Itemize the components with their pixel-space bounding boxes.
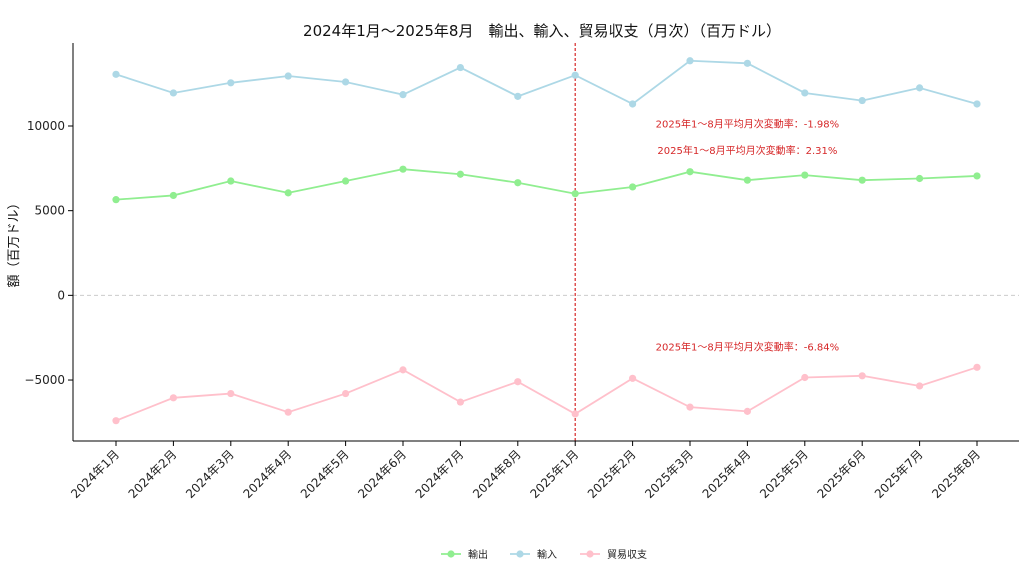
legend-marker [586,550,594,558]
annotation: 2025年1～8月平均月次変動率：-6.84% [656,340,840,353]
x-tick-label: 2024年1月 [68,447,122,501]
x-tick-label: 2025年5月 [757,447,811,501]
annotation: 2025年1～8月平均月次変動率：2.31% [657,144,837,157]
legend-item-1: 輸入 [510,548,557,561]
data-point [743,407,752,415]
annotation: 2025年1～8月平均月次変動率：-1.98% [656,118,840,131]
series-line [115,366,978,422]
y-axis-label: 額（百万ドル） [7,196,22,287]
data-point [743,59,752,67]
data-point [801,373,809,382]
data-point [227,389,235,398]
series-group [112,57,981,425]
series-1 [112,57,981,108]
series-2 [112,363,981,425]
data-point [284,72,292,80]
y-tick-label: 10000 [27,119,65,133]
data-point [916,84,924,92]
x-tick-label: 2025年2月 [585,447,639,501]
data-point [169,191,177,200]
data-point [801,171,809,179]
data-point [342,177,350,185]
data-point [399,91,407,99]
x-tick-label: 2025年3月 [642,447,696,501]
data-point [284,408,292,416]
data-point [456,170,464,178]
data-point [743,176,752,184]
x-tick-label: 2025年7月 [872,447,926,501]
data-point [227,79,235,87]
chart-title: 2024年1月～2025年8月 輸出、輸入、貿易収支（月次）（百万ドル） [303,22,781,40]
x-tick-label: 2024年8月 [470,447,524,501]
x-tick-label: 2024年2月 [126,447,180,501]
legend-marker [447,550,455,558]
x-tick-label: 2024年5月 [298,447,352,501]
x-tick-label: 2025年6月 [814,447,868,501]
data-point [973,363,981,371]
data-point [629,183,637,191]
data-point [284,189,292,197]
x-tick-label: 2024年4月 [240,447,294,501]
data-point [112,70,120,78]
data-point [112,196,120,204]
legend-marker [516,550,524,558]
x-tick-label: 2024年6月 [355,447,409,501]
legend-label: 輸入 [537,548,557,561]
data-point [973,100,981,108]
data-point [571,71,579,79]
x-tick-label: 2025年1月 [527,447,581,501]
data-point [858,96,866,105]
y-tick-label: 0 [57,288,65,302]
data-point [686,57,694,65]
data-point [399,366,407,374]
data-point [916,174,924,183]
series-line [115,59,978,106]
data-point [629,100,637,108]
x-tick-label: 2024年3月 [183,447,237,501]
legend-label: 貿易収支 [607,549,647,561]
y-tick-label: 5000 [34,204,65,218]
data-point [514,378,522,386]
x-tick-label: 2025年8月 [929,447,983,501]
data-point [571,190,579,198]
data-point [686,168,694,176]
data-point [456,63,464,72]
data-point [686,403,694,411]
data-point [169,89,177,97]
legend-label: 輸出 [468,548,488,561]
legend-item-0: 輸出 [441,548,488,561]
y-tick-label: −5000 [24,373,65,387]
data-point [858,176,866,184]
legend: 輸出 輸入 貿易収支 [441,548,647,561]
data-point [112,417,120,425]
x-tick-label: 2024年7月 [413,447,467,501]
annotations: 2025年1～8月平均月次変動率：-1.98% 2025年1～8月平均月次変動率：… [656,118,840,354]
series-line [115,168,978,201]
data-point [514,179,522,187]
data-point [399,165,407,173]
data-point [169,394,177,402]
data-point [858,372,866,380]
data-point [973,172,981,180]
data-point [227,177,235,185]
x-tick-label: 2025年4月 [700,447,754,501]
data-point [916,382,924,390]
data-point [514,92,522,100]
data-point [342,78,350,86]
data-point [801,89,809,97]
data-point [342,389,350,398]
legend-item-2: 貿易収支 [580,549,647,561]
series-0 [112,165,981,204]
data-point [571,410,579,418]
data-point [456,398,464,406]
data-point [629,374,637,382]
